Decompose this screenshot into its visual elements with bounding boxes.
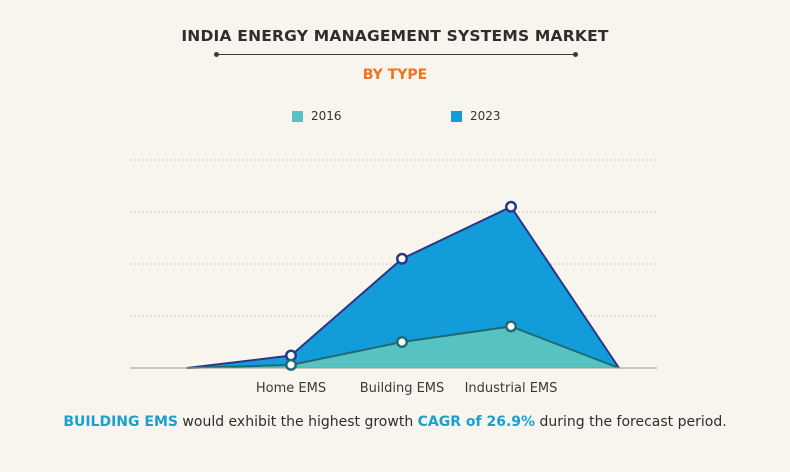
footnote-segment-tail: during the forecast period. [535,414,727,430]
legend-item-2016: 2016 [292,109,342,123]
point-center-2016-2 [507,322,515,330]
chart-title: INDIA ENERGY MANAGEMENT SYSTEMS MARKET [181,27,609,45]
x-tick-label: Home EMS [256,381,326,396]
footnote-segment-highlight: BUILDING EMS [63,414,178,430]
chart-footnote: BUILDING EMS would exhibit the highest g… [0,414,790,430]
title-divider [214,52,578,57]
legend-swatch-2016 [292,110,303,122]
point-center-2023-1 [398,255,406,263]
legend-label-2023: 2023 [470,109,501,123]
x-tick-label: Building EMS [360,381,445,396]
point-center-2023-0 [287,352,295,360]
legend-label-2016: 2016 [311,109,342,123]
point-center-2023-2 [507,203,515,211]
point-center-2016-1 [398,338,406,346]
point-center-2016-0 [287,361,295,369]
legend-swatch-2023 [451,110,462,122]
x-tick-label: Industrial EMS [465,381,558,396]
legend-item-2023: 2023 [451,109,501,123]
footnote-segment-cagr: CAGR of 26.9% [417,414,536,430]
chart-subtitle: BY TYPE [362,67,428,83]
footnote-segment-text: would exhibit the highest growth [177,414,418,430]
